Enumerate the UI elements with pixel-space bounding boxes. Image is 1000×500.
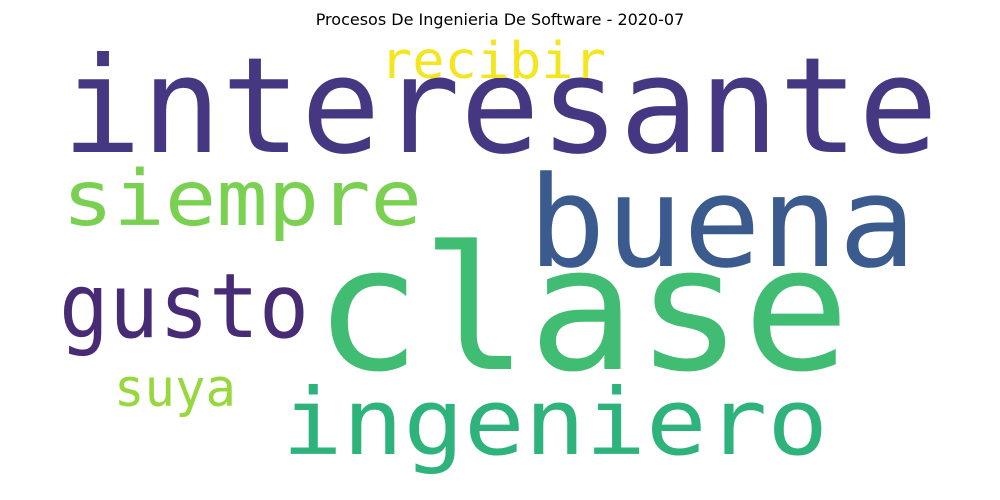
word-buena: buena <box>528 149 916 296</box>
word-gusto: gusto <box>59 254 309 358</box>
chart-title: Procesos De Ingenieria De Software - 202… <box>315 10 685 29</box>
word-suya: suya <box>114 359 236 419</box>
word-siempre: siempre <box>62 155 422 244</box>
word-clase: clase <box>314 209 850 410</box>
word-ingeniero: ingeniero <box>282 369 828 476</box>
word-interesante: interesante <box>62 30 938 184</box>
word-recibir: recibir <box>380 32 606 91</box>
